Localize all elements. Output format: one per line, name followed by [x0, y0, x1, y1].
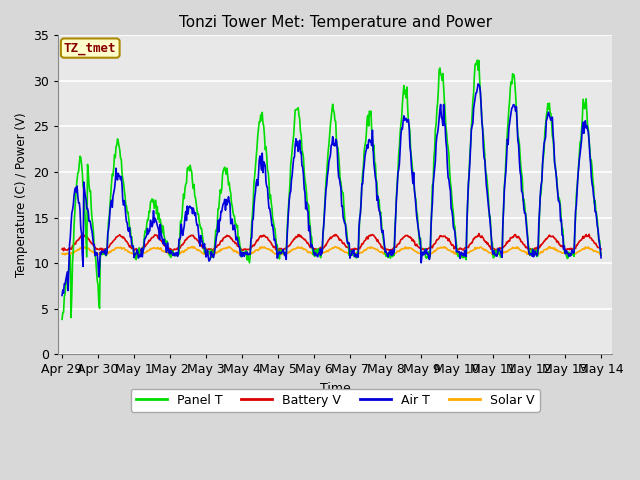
Legend: Panel T, Battery V, Air T, Solar V: Panel T, Battery V, Air T, Solar V	[131, 389, 540, 412]
Solar V	[68, 251, 76, 257]
Battery V	[68, 246, 76, 252]
Air T	[207, 255, 214, 261]
Line: Air T: Air T	[62, 84, 601, 295]
Solar V	[179, 248, 187, 254]
Line: Solar V: Solar V	[62, 247, 601, 255]
Battery V	[413, 243, 421, 249]
Line: Panel T: Panel T	[62, 60, 601, 319]
Air T	[397, 132, 404, 138]
Panel T	[58, 316, 66, 322]
Battery V	[137, 248, 145, 254]
Air T	[597, 255, 605, 261]
X-axis label: Time: Time	[320, 382, 351, 395]
Battery V	[597, 246, 605, 252]
Solar V	[58, 251, 66, 257]
Y-axis label: Temperature (C) / Power (V): Temperature (C) / Power (V)	[15, 112, 28, 277]
Solar V	[398, 246, 406, 252]
Air T	[413, 213, 420, 219]
Battery V	[124, 239, 131, 245]
Solar V	[79, 244, 87, 250]
Panel T	[397, 121, 404, 127]
Solar V	[124, 249, 132, 254]
Battery V	[475, 231, 483, 237]
Air T	[474, 81, 482, 87]
Air T	[58, 292, 66, 298]
Solar V	[207, 251, 215, 257]
Panel T	[413, 209, 420, 215]
Line: Battery V: Battery V	[62, 234, 601, 251]
Panel T	[474, 57, 481, 63]
Panel T	[597, 252, 605, 258]
Solar V	[597, 251, 605, 256]
Text: TZ_tmet: TZ_tmet	[64, 42, 116, 55]
Solar V	[492, 252, 500, 258]
Air T	[68, 210, 76, 216]
Title: Tonzi Tower Met: Temperature and Power: Tonzi Tower Met: Temperature and Power	[179, 15, 492, 30]
Battery V	[58, 246, 66, 252]
Panel T	[178, 213, 186, 219]
Battery V	[179, 242, 187, 248]
Air T	[178, 228, 186, 234]
Panel T	[207, 252, 214, 258]
Battery V	[398, 236, 406, 242]
Panel T	[124, 210, 131, 216]
Air T	[124, 220, 131, 226]
Battery V	[207, 246, 215, 252]
Solar V	[413, 250, 421, 256]
Panel T	[68, 291, 76, 297]
